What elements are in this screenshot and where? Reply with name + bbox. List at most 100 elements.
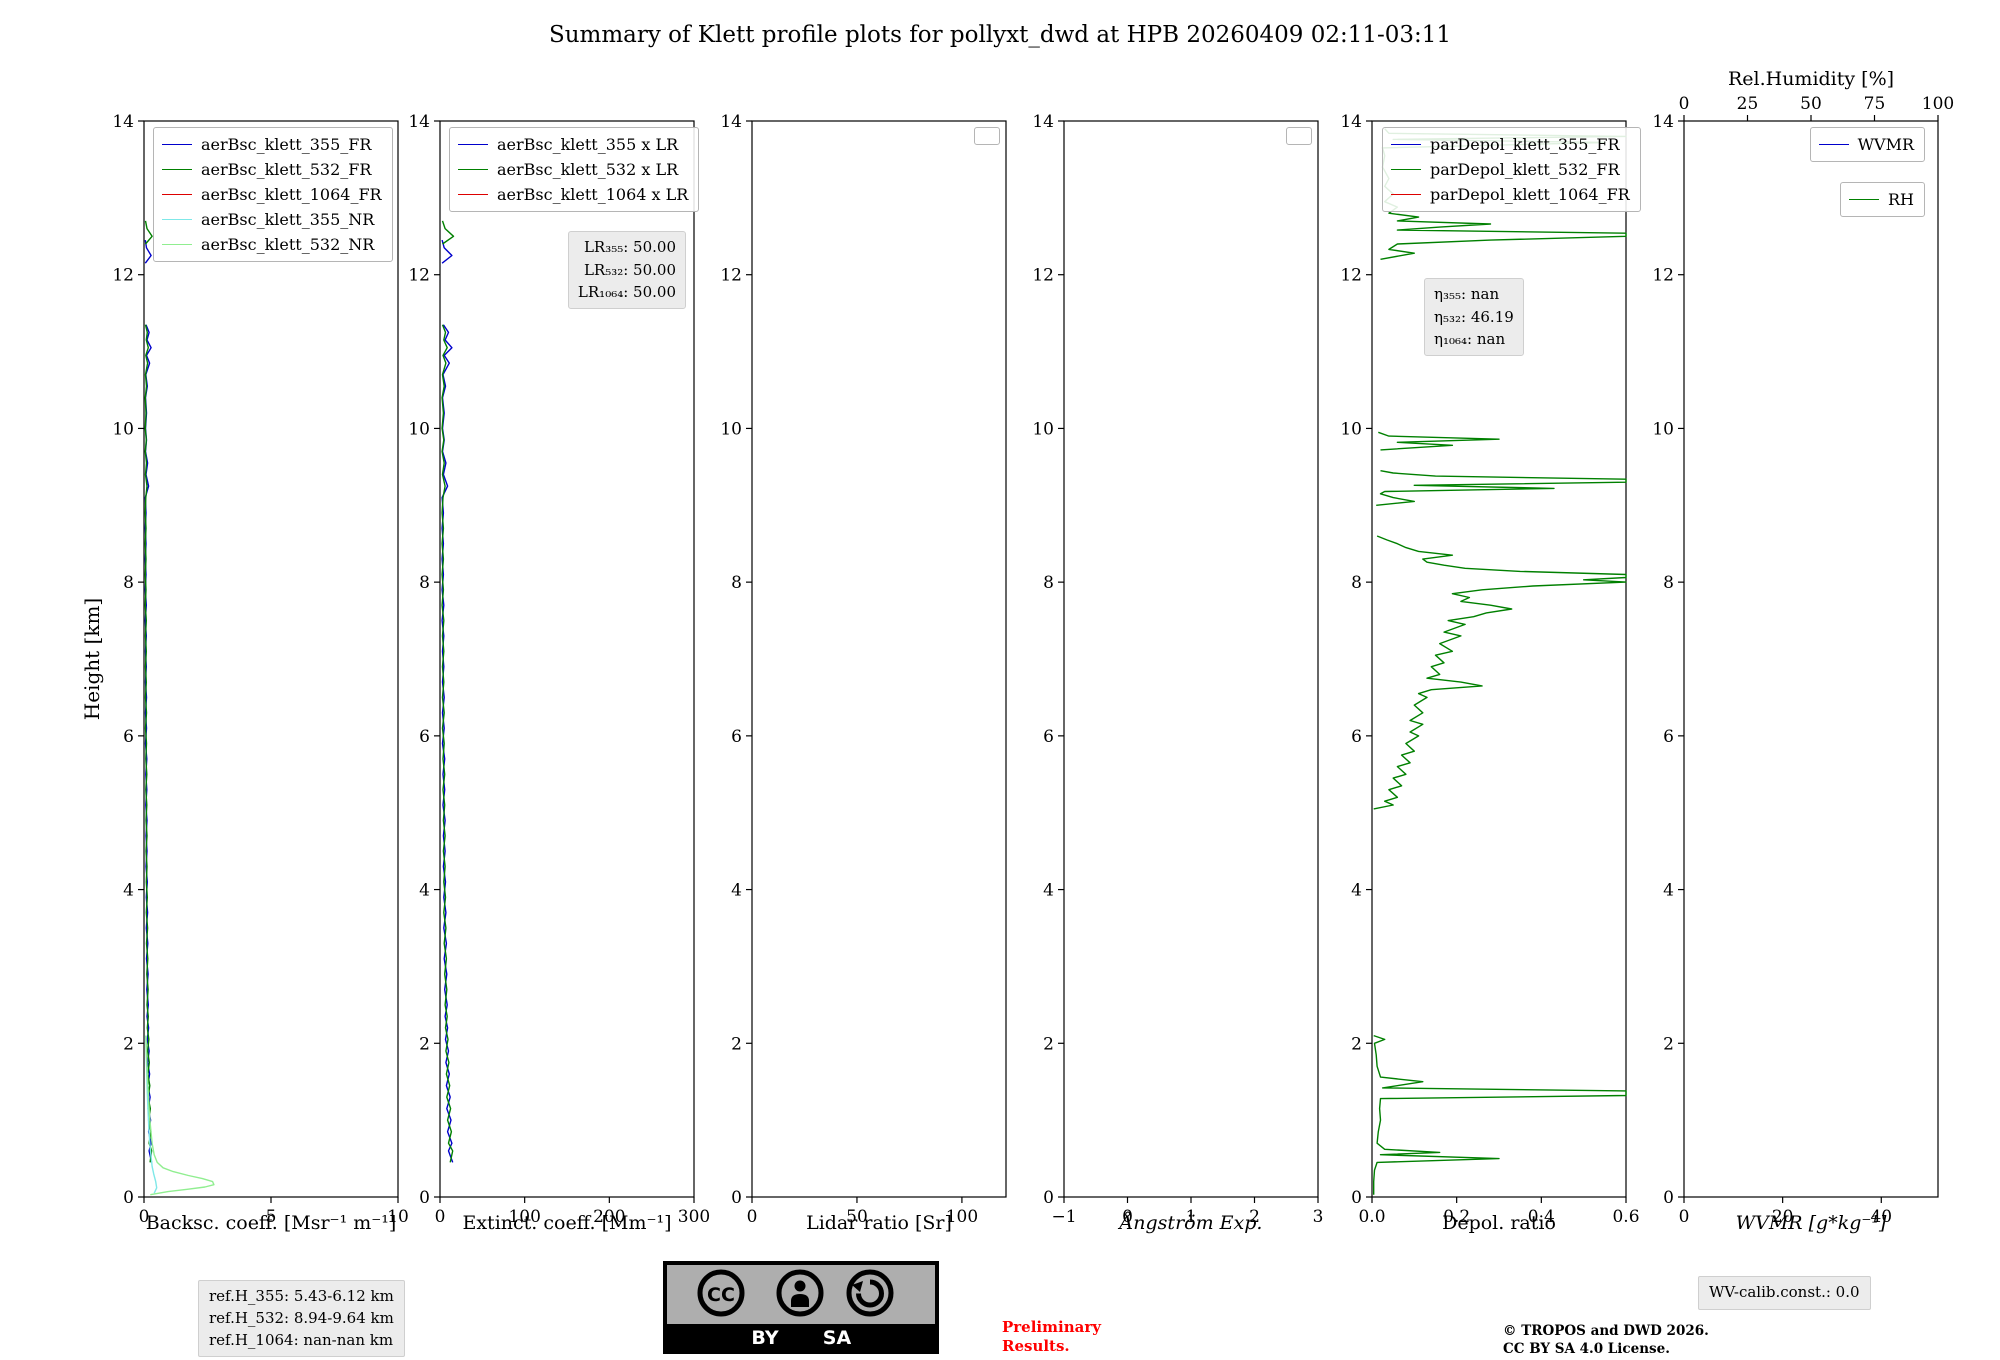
y-tick-label: 0 [731,1188,742,1208]
x-tick-label: 40 [1870,1207,1892,1227]
y-tick-label: 2 [1663,1034,1674,1054]
x-tick-label: 0.4 [1528,1207,1555,1227]
legend-line-swatch [1391,144,1421,145]
legend-item: aerBsc_klett_355_NR [162,208,382,231]
legend-label: aerBsc_klett_1064_FR [201,185,382,204]
legend-label: aerBsc_klett_355 x LR [497,135,679,154]
eta-1064-value: η₁₀₆₄: nan [1434,330,1506,348]
series-aerBsc_klett_532_FR [144,220,153,1163]
legend-item: parDepol_klett_1064_FR [1391,183,1630,206]
legend-item: aerBsc_klett_355_FR [162,133,382,156]
copyright-line-1: © TROPOS and DWD 2026. [1503,1323,1709,1339]
y-tick-label: 2 [419,1034,430,1054]
x-tick-label: 10 [387,1207,409,1227]
y-tick-label: 0 [1043,1188,1054,1208]
y-tick-label: 12 [112,266,134,286]
y-tick-label: 4 [1351,881,1362,901]
preliminary-line-1: Preliminary [1002,1318,1101,1336]
ref-h-1064: ref.H_1064: nan-nan km [209,1330,394,1349]
svg-text:CC: CC [707,1284,735,1306]
legend-label: parDepol_klett_532_FR [1430,160,1620,179]
x-tick-label: −1 [1051,1207,1076,1227]
y-tick-label: 2 [731,1034,742,1054]
top-tick-label: 50 [1800,94,1822,114]
lidar-ratio-annotation: LR₃₅₅: 50.00 LR₅₃₂: 50.00 LR₁₀₆₄: 50.00 [567,231,686,309]
legend-depol_ratio: parDepol_klett_355_FR parDepol_klett_532_… [1382,127,1641,212]
share-alike-icon [846,1269,894,1317]
x-axis-label-depol: Depol. ratio [1442,1212,1556,1234]
x-tick-label: 0.6 [1612,1207,1639,1227]
legend-label: aerBsc_klett_1064 x LR [497,185,689,204]
y-tick-label: 6 [123,727,134,747]
reference-heights-note: ref.H_355: 5.43-6.12 km ref.H_532: 8.94-… [198,1280,405,1358]
copyright-note: © TROPOS and DWD 2026. CC BY SA 4.0 Lice… [1503,1322,1709,1358]
x-tick-label: 0 [139,1207,150,1227]
top-tick-label: 75 [1864,94,1886,114]
legend-extinction: aerBsc_klett_355 x LR aerBsc_klett_532 x … [449,127,700,212]
y-tick-label: 4 [123,881,134,901]
y-tick-label: 14 [112,112,134,132]
series-parDepol_klett_532_FR [1373,128,1627,1195]
y-tick-label: 0 [123,1188,134,1208]
x-tick-label: 0 [1122,1207,1133,1227]
y-tick-label: 12 [1340,266,1362,286]
series-aerBsc_klett_532_x_LR [441,220,455,1163]
x-axis-label-backscatter: Backsc. coeff. [Msr⁻¹ m⁻¹] [145,1212,397,1234]
y-tick-label: 10 [720,419,742,439]
legend-line-swatch [458,194,488,195]
y-tick-label: 4 [419,881,430,901]
ref-h-532: ref.H_532: 8.94-9.64 km [209,1308,394,1327]
x-tick-label: 50 [846,1207,868,1227]
legend-item: aerBsc_klett_1064 x LR [458,183,688,206]
x-tick-label: 0 [747,1207,758,1227]
y-tick-label: 6 [419,727,430,747]
cc-by-sa-badge: CC BY SA [663,1261,939,1354]
x-tick-label: 0.2 [1443,1207,1470,1227]
legend-label: WVMR [1857,135,1914,154]
legend-backscatter: aerBsc_klett_355_FR aerBsc_klett_532_FR ae… [153,127,393,262]
legend-label: aerBsc_klett_532_NR [201,235,375,254]
y-tick-label: 10 [1652,419,1674,439]
ref-h-355: ref.H_355: 5.43-6.12 km [209,1287,394,1305]
badge-by-label: BY [751,1327,778,1349]
y-tick-label: 12 [1032,266,1054,286]
lr-355-value: LR₃₅₅: 50.00 [583,238,676,256]
legend-line-swatch [162,169,192,170]
preliminary-note: Preliminary Results. [1002,1318,1101,1356]
x-axis-label-wvmr: WVMR [g*kg⁻¹] [1735,1212,1887,1234]
x-tick-label: 5 [266,1207,277,1227]
series-aerBsc_klett_532_NR [145,1035,215,1196]
legend-angstroem [1286,127,1312,145]
x-axis-label-lidar-ratio: Lidar ratio [Sr] [806,1212,952,1234]
legend-item: aerBsc_klett_532 x LR [458,158,688,181]
y-tick-label: 4 [1043,881,1054,901]
y-tick-label: 8 [1351,573,1362,593]
x-tick-label: 300 [678,1207,710,1227]
y-tick-label: 14 [1652,112,1674,132]
eta-532-value: η₅₃₂: 46.19 [1434,307,1514,326]
x-tick-label: 2 [1249,1207,1260,1227]
legend-line-swatch [1849,199,1879,200]
y-axis-label: Height [km] [80,597,104,721]
y-tick-label: 0 [1351,1188,1362,1208]
legend-wvmr-2: RH [1840,182,1925,217]
legend-line-swatch [162,219,192,220]
y-tick-label: 6 [1043,727,1054,747]
legend-item: aerBsc_klett_355 x LR [458,133,688,156]
y-tick-label: 12 [408,266,430,286]
y-tick-label: 8 [419,573,430,593]
legend-line-swatch [162,144,192,145]
y-tick-label: 12 [720,266,742,286]
cc-icon: CC [697,1269,745,1317]
x-tick-label: 100 [508,1207,540,1227]
y-tick-label: 14 [720,112,742,132]
subplot-frame-angstroem [1063,120,1319,1198]
legend-line-swatch [162,194,192,195]
legend-label: RH [1888,190,1914,209]
legend-item: RH [1849,188,1914,211]
legend-line-swatch [162,244,192,245]
x-tick-label: 0 [1679,1207,1690,1227]
y-tick-label: 8 [731,573,742,593]
subplot-frame-depol_ratio [1371,120,1627,1198]
legend-line-swatch [1391,194,1421,195]
